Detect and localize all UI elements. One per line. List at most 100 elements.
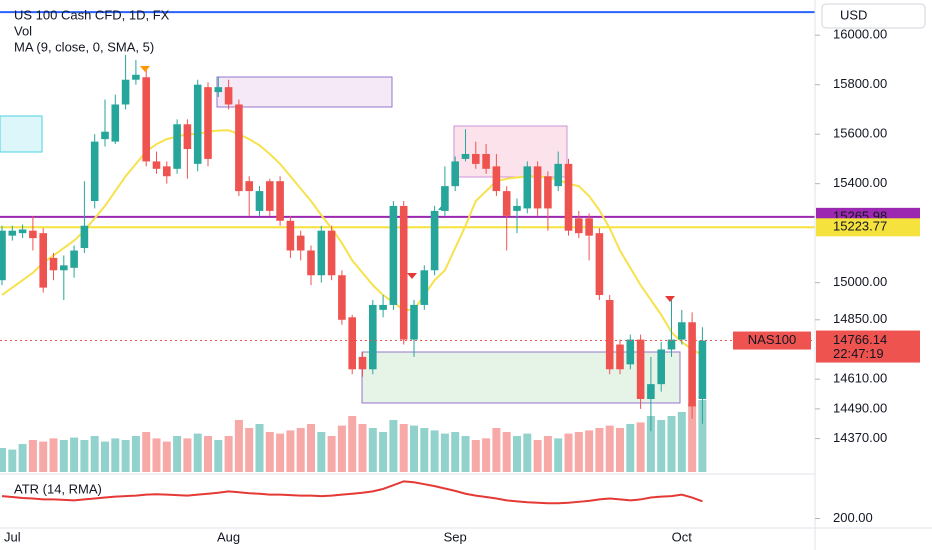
candle-body [698, 340, 707, 399]
volume-bar [543, 436, 552, 472]
x-tick-label: Aug [217, 529, 240, 544]
volume-bar [420, 428, 429, 472]
chart-title: US 100 Cash CFD, 1D, FX [14, 7, 170, 22]
candle-body [564, 163, 573, 231]
volume-bar [564, 433, 573, 472]
volume-bar [317, 432, 326, 472]
y-tick-label: 15800.00 [833, 76, 887, 91]
volume-bar [348, 416, 357, 472]
volume-bar [389, 420, 398, 472]
volume-bar [101, 441, 109, 472]
candle-body [379, 304, 387, 310]
volume-bar [471, 440, 480, 472]
candle-body [338, 275, 346, 320]
volume-bar [39, 441, 48, 472]
candle-body [472, 153, 480, 164]
candle-body [399, 205, 408, 340]
currency-label: USD [840, 7, 867, 22]
candle-body [369, 304, 377, 370]
candle-body [266, 181, 274, 211]
candle-body [132, 74, 140, 80]
volume-bar [224, 436, 233, 472]
x-tick-label: Oct [672, 529, 693, 544]
candle-body [173, 124, 181, 169]
zone-box [216, 76, 393, 108]
zone-box [0, 115, 43, 153]
candle-body [451, 161, 459, 187]
candle-body [307, 250, 315, 276]
y-tick-label: 14850.00 [833, 311, 887, 326]
y-tick-label: 200.00 [833, 510, 873, 525]
volume-bar [688, 404, 697, 472]
candle-body [575, 218, 583, 234]
volume-bar [533, 440, 542, 472]
candle-body [111, 104, 120, 142]
volume-bar [368, 428, 377, 472]
signal-arrow [665, 296, 675, 302]
volume-bar [502, 432, 511, 472]
volume-bar [193, 433, 202, 472]
volume-bar [49, 438, 58, 472]
y-tick-label: 16000.00 [833, 27, 887, 42]
volume-bar [513, 436, 521, 472]
volume-bar [276, 433, 285, 472]
volume-bar [605, 425, 614, 472]
signal-arrow [438, 204, 448, 210]
candle-body [595, 233, 604, 296]
candle-body [461, 153, 470, 159]
volume-title: Vol [14, 23, 32, 38]
plot-area [0, 11, 815, 472]
candle-body [585, 218, 593, 236]
volume-bar [173, 436, 182, 472]
volume-bar [667, 416, 676, 472]
volume-bar [142, 432, 151, 472]
ma-title: MA (9, close, 0, SMA, 5) [14, 39, 154, 54]
candle-body [647, 384, 655, 399]
volume-bar [636, 422, 645, 472]
candle-body [502, 191, 511, 216]
volume-bar [461, 436, 470, 472]
volume-bar [399, 424, 408, 472]
volume-bar [70, 437, 79, 472]
candle-body [523, 166, 532, 209]
candle-body [90, 141, 99, 201]
currency-button[interactable] [821, 3, 926, 29]
symbol-label-box [733, 331, 811, 350]
y-tick-label: 14370.00 [833, 430, 887, 445]
volume-bar [451, 432, 460, 472]
candle-body [482, 153, 490, 169]
candle-body [235, 104, 243, 192]
candle-body [430, 210, 439, 271]
volume-bar [80, 440, 89, 472]
volume-bar [90, 436, 99, 472]
candle-body [327, 230, 336, 276]
candle-body [101, 131, 109, 140]
volume-bar [28, 440, 37, 472]
candle-body [245, 181, 253, 192]
volume-bar [657, 420, 666, 472]
candle-body [667, 339, 676, 350]
volume-bar [410, 425, 418, 472]
candle-body [183, 124, 192, 150]
volume-bar [430, 430, 439, 472]
candle-body [626, 339, 635, 365]
candle-body [214, 87, 223, 93]
y-tick-label: 15400.00 [833, 175, 887, 190]
candle-body [636, 339, 645, 399]
candle-body [616, 344, 624, 370]
x-tick-label: Sep [444, 529, 467, 544]
signal-arrow [140, 66, 150, 72]
candle-body [605, 299, 614, 370]
volume-bar [440, 433, 449, 472]
volume-bar [595, 428, 604, 472]
candle-body [544, 176, 552, 209]
volume-bar [585, 430, 594, 472]
volume-bar [255, 424, 264, 472]
volume-bar [482, 438, 491, 472]
volume-bar [162, 441, 171, 472]
volume-bar [8, 449, 17, 472]
volume-bar [337, 425, 346, 472]
volume-bar [131, 436, 140, 472]
y-tick-label: 14490.00 [833, 400, 887, 415]
